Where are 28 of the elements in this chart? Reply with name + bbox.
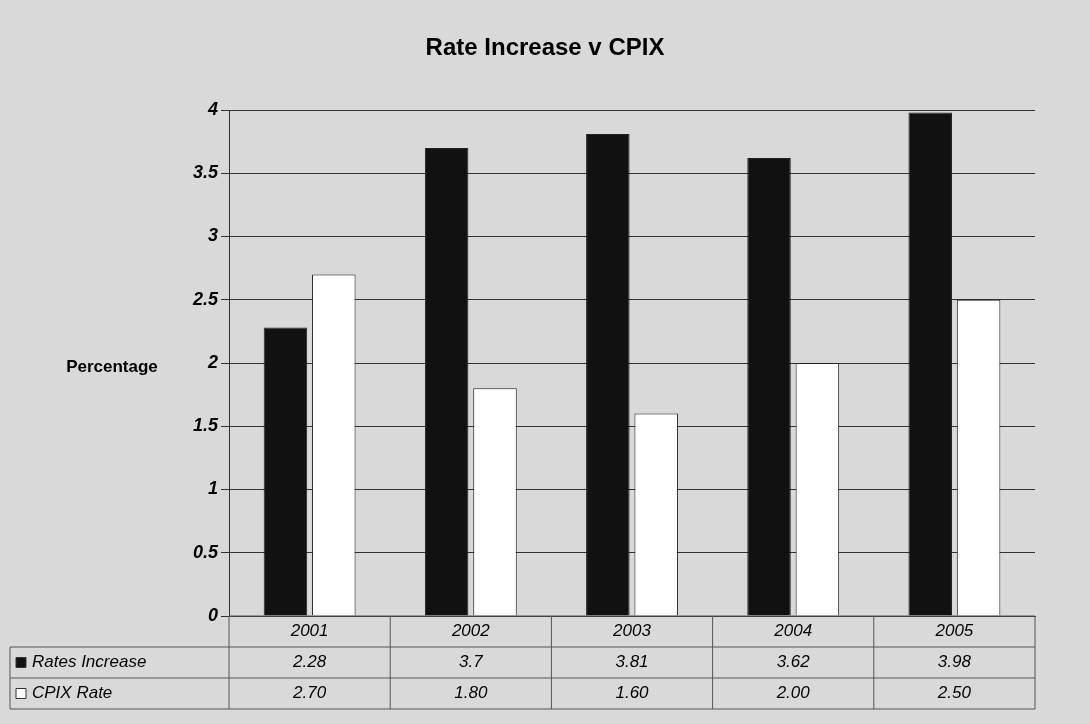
y-tick-label: 4 bbox=[207, 98, 219, 119]
data-label: 2.28 bbox=[292, 652, 327, 672]
y-tick-label: 0 bbox=[208, 604, 219, 625]
data-label: 1.60 bbox=[615, 683, 650, 703]
x-tick-label: 2001 bbox=[289, 621, 329, 641]
y-axis-title: Percentage bbox=[66, 356, 158, 376]
data-label: 2.50 bbox=[936, 683, 972, 703]
data-label: 2.70 bbox=[292, 683, 327, 703]
data-label: 3.7 bbox=[459, 652, 484, 672]
data-label: 3.62 bbox=[776, 652, 811, 672]
data-label: 3.81 bbox=[615, 652, 649, 672]
y-tick-label: 1 bbox=[208, 478, 219, 499]
y-tick-label: 3.5 bbox=[192, 162, 219, 183]
data-label: 2.00 bbox=[775, 683, 811, 703]
y-tick-label: 1.5 bbox=[192, 415, 219, 436]
data-label: 1.80 bbox=[454, 683, 488, 703]
y-tick-label: 0.5 bbox=[192, 541, 219, 562]
y-tick-label: 2.5 bbox=[191, 288, 219, 309]
x-tick-label: 2005 bbox=[934, 621, 974, 641]
x-tick-label: 2004 bbox=[773, 621, 813, 641]
y-tick-label: 3 bbox=[208, 225, 219, 246]
x-tick-label: 2003 bbox=[612, 621, 652, 641]
legend-label: Rates Increase bbox=[32, 652, 147, 672]
x-tick-label: 2002 bbox=[450, 621, 491, 641]
data-label: 3.98 bbox=[937, 652, 972, 672]
y-tick-label: 2 bbox=[207, 351, 219, 372]
chart-title: Rate Increase v CPIX bbox=[425, 32, 665, 60]
legend-label: CPIX Rate bbox=[32, 683, 113, 703]
